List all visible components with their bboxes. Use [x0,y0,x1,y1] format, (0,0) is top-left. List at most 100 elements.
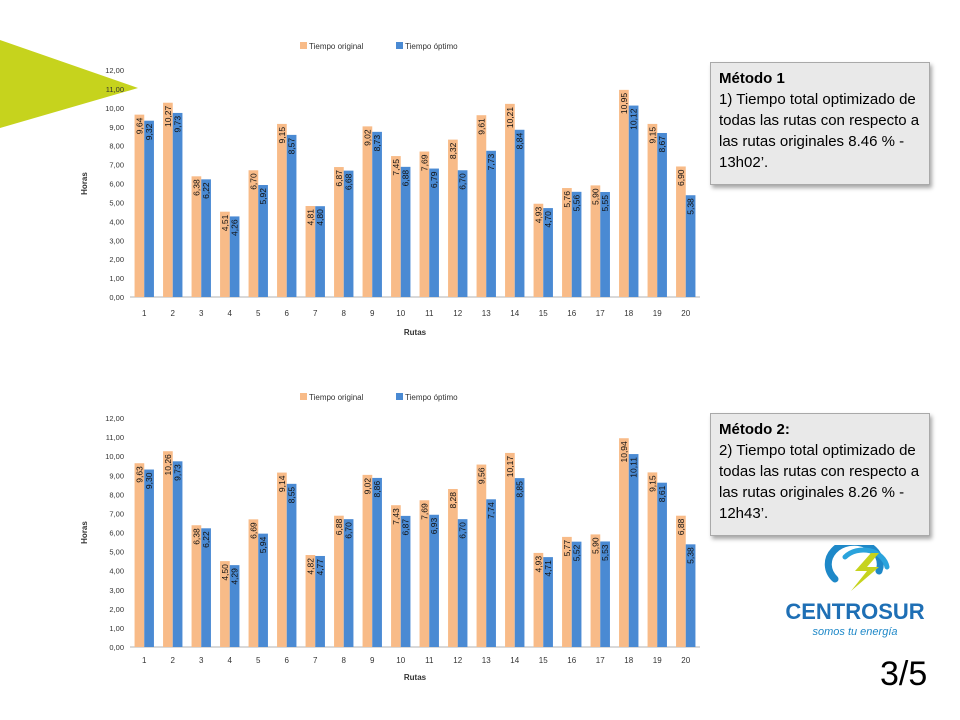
bar-optimo [543,557,553,647]
x-tick-label: 12 [453,656,462,665]
data-label-original: 4,51 [220,214,230,231]
bar-optimo [372,477,382,647]
bar-optimo [457,519,468,647]
bar-optimo [172,461,183,647]
bar-original [220,211,230,297]
x-tick-label: 15 [539,656,548,665]
x-tick-label: 12 [453,309,462,318]
bar-original [362,474,373,647]
data-label-optimo: 5,55 [600,195,610,212]
bar-original [619,89,629,297]
bar-original [391,156,401,297]
data-label-optimo: 4,29 [230,568,240,585]
x-tick-label: 7 [313,656,318,665]
y-tick-label: 11,00 [106,85,124,94]
data-label-original: 5,77 [562,540,572,557]
bar-optimo [400,166,411,297]
data-label-original: 9,15 [647,127,657,144]
data-label-original: 9,02 [362,478,372,495]
note-title: Método 2: [719,421,790,438]
note-method-2: Método 2: 2) Tiempo total optimizado de … [710,413,930,536]
data-label-optimo: 8,61 [657,485,667,502]
bar-original [476,464,487,647]
data-label-original: 4,50 [220,564,230,581]
bar-original [590,185,601,297]
bar-optimo [571,191,582,297]
bar-optimo [144,469,154,647]
bar-original [448,488,458,647]
legend-label-optimo: Tiempo óptimo [405,42,458,51]
y-tick-label: 12,00 [105,66,124,75]
data-label-optimo: 6,22 [201,531,211,548]
data-label-original: 10,26 [163,454,173,476]
bar-original [562,536,572,647]
data-label-optimo: 10,12 [629,108,639,130]
data-label-original: 7,69 [419,503,429,520]
bar-original [134,114,145,297]
data-label-optimo: 5,52 [572,544,582,561]
bar-optimo [286,134,297,297]
note-title: Método 1 [719,70,785,87]
data-label-optimo: 4,71 [543,560,553,577]
legend-label-optimo: Tiempo óptimo [405,393,458,402]
y-tick-label: 1,00 [109,624,124,633]
bar-optimo [172,112,183,298]
bar-original [505,452,515,647]
y-tick-label: 4,00 [109,567,124,576]
data-label-optimo: 6,93 [429,517,439,534]
y-tick-label: 0,00 [109,293,124,302]
y-tick-label: 5,00 [109,198,124,207]
x-tick-label: 18 [624,656,633,665]
x-tick-label: 6 [285,309,290,318]
x-tick-label: 11 [425,656,434,665]
data-label-original: 7,69 [419,154,429,171]
bar-optimo [543,208,553,297]
data-label-optimo: 5,53 [600,544,610,561]
data-label-original: 7,45 [391,159,401,176]
y-tick-label: 8,00 [109,142,124,151]
x-tick-label: 18 [624,309,633,318]
bar-optimo [315,206,325,297]
data-label-original: 5,90 [590,537,600,554]
x-tick-label: 20 [681,309,690,318]
data-label-optimo: 8,85 [515,481,525,498]
bar-original [191,525,202,647]
bar-optimo [372,131,382,297]
data-label-optimo: 6,87 [401,519,411,536]
x-tick-label: 8 [342,309,347,318]
x-tick-label: 3 [199,656,204,665]
y-tick-label: 6,00 [109,529,124,538]
bar-original [334,167,344,297]
x-axis-label: Rutas [404,673,427,682]
data-label-original: 4,93 [533,206,543,223]
data-label-optimo: 6,70 [344,522,354,539]
bar-original [305,555,316,647]
bar-original [362,126,373,297]
bar-optimo [286,483,297,647]
x-tick-label: 3 [199,309,204,318]
bar-optimo [144,120,154,298]
bar-optimo [685,544,696,647]
data-label-optimo: 8,86 [372,481,382,498]
accent-arrow [0,40,138,128]
y-axis-label: Horas [80,172,89,195]
bar-original [676,166,686,297]
x-tick-label: 8 [342,656,347,665]
bar-optimo [486,499,496,647]
bar-original [619,438,629,647]
bar-original [533,203,544,297]
data-label-optimo: 6,70 [458,522,468,539]
chart-method-1: Tiempo original Tiempo óptimo 0,00 1,00 2,00… [80,42,700,337]
x-tick-label: 19 [653,309,662,318]
page-number: 3/5 [880,655,928,693]
bar-original [419,500,430,647]
data-label-optimo: 5,38 [686,547,696,564]
data-label-optimo: 5,94 [258,536,268,553]
centrosur-logo: CENTROSUR somos tu energía [785,545,925,638]
legend-swatch-optimo [396,42,403,49]
data-label-optimo: 4,80 [315,209,325,226]
x-tick-label: 11 [425,309,434,318]
x-tick-label: 6 [285,656,290,665]
legend-label-original: Tiempo original [309,393,364,402]
y-tick-label: 5,00 [109,548,124,557]
